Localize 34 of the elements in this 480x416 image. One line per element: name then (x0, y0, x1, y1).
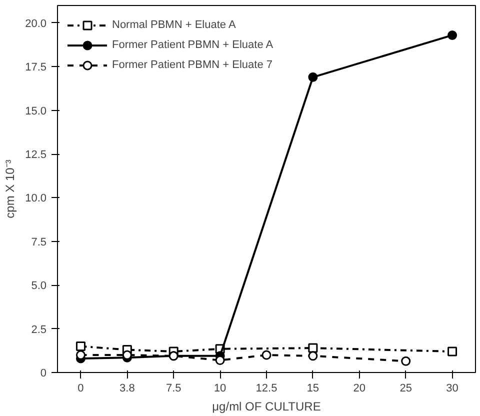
y-tick-label: 7.5 (31, 236, 47, 248)
y-tick-label: 12.5 (25, 149, 47, 162)
x-tick-label: 7.5 (166, 382, 182, 394)
y-tick-label: 17.5 (25, 62, 47, 74)
y-tick-label: 20.0 (25, 18, 47, 30)
point (122, 350, 132, 360)
point (448, 346, 458, 356)
point (401, 356, 411, 366)
x-tick-label: 20 (353, 382, 366, 394)
y-axis-title: cpm X 10⁻³ (3, 160, 18, 218)
point (308, 72, 318, 82)
x-tick-label: 3.8 (120, 382, 135, 394)
point (262, 350, 272, 360)
y-tick-label: 2.5 (31, 324, 47, 336)
y-tick-label: 15.0 (25, 105, 47, 118)
y-tick-label: 10.0 (25, 192, 47, 205)
point (76, 342, 86, 352)
point (308, 351, 318, 361)
x-tick-label: 15 (306, 382, 320, 394)
x-tick-label: 25 (400, 382, 412, 394)
x-tick-label: 30 (446, 382, 458, 394)
point (215, 356, 225, 366)
x-tick-label: 0 (78, 382, 84, 394)
y-tick-label: 5.0 (31, 280, 47, 292)
point (76, 350, 86, 360)
y-tick-label: 0 (40, 368, 47, 380)
legend-label: Former Patient PBMN + Eluate 7 (112, 59, 272, 71)
x-tick-label: 10 (214, 382, 226, 394)
point (448, 30, 458, 40)
x-axis-title: μg/ml OF CULTURE (212, 400, 321, 414)
legend-label: Former Patient PBMN + Eluate A (112, 39, 274, 51)
point (308, 343, 318, 353)
legend-label: Normal PBMN + Eluate A (112, 19, 236, 31)
x-tick-label: 12.5 (256, 382, 278, 394)
